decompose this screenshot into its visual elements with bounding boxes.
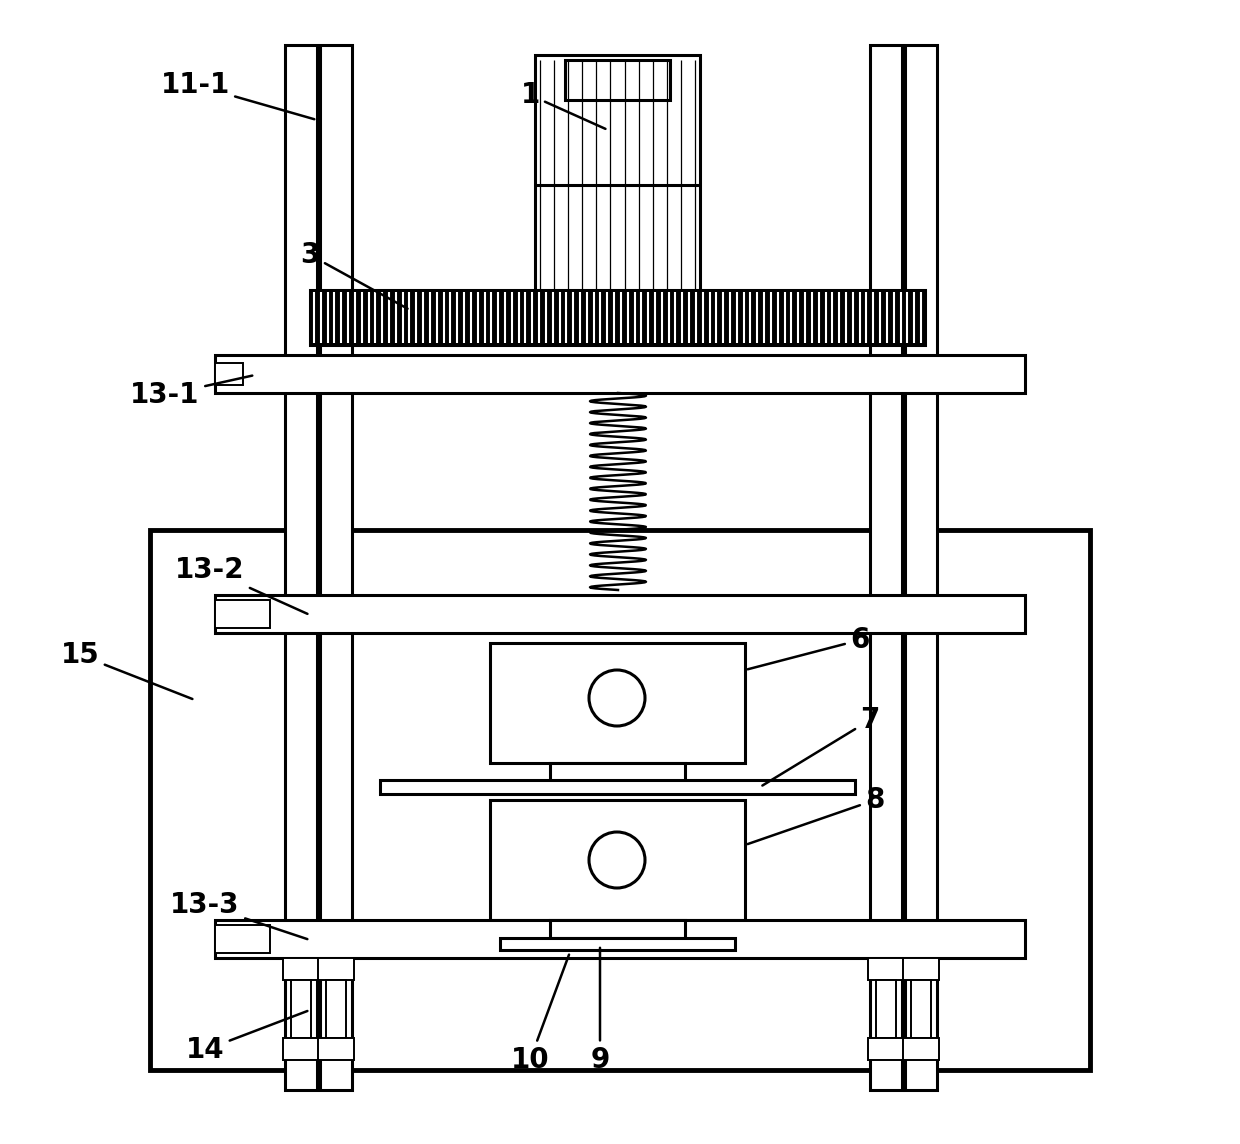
Text: 13-2: 13-2 [175, 556, 308, 614]
Bar [283, 1038, 319, 1060]
Bar [326, 980, 346, 1038]
Bar [317, 958, 353, 980]
Bar [490, 643, 745, 763]
Text: 9: 9 [590, 947, 610, 1074]
Bar [911, 980, 931, 1038]
Bar [903, 1038, 939, 1060]
Bar [870, 45, 901, 1090]
Text: 6: 6 [748, 626, 869, 669]
Circle shape [589, 832, 645, 888]
Text: 15: 15 [61, 641, 192, 699]
Bar [215, 595, 1025, 633]
Bar [215, 363, 243, 386]
Bar [320, 45, 352, 1090]
Bar [534, 55, 701, 295]
Text: 1: 1 [521, 81, 605, 129]
Circle shape [589, 670, 645, 726]
Text: 13-1: 13-1 [130, 375, 252, 410]
Bar [379, 780, 856, 794]
Bar [551, 920, 684, 938]
Bar [150, 530, 1090, 1070]
Text: 7: 7 [763, 706, 879, 786]
Bar [565, 59, 670, 100]
Text: 10: 10 [511, 954, 569, 1074]
Bar [215, 920, 1025, 958]
Text: 14: 14 [186, 1011, 308, 1064]
Bar [291, 980, 311, 1038]
Bar [310, 289, 925, 345]
Bar [490, 800, 745, 920]
Bar [551, 763, 684, 788]
Bar [215, 355, 1025, 394]
Bar [285, 45, 317, 1090]
Bar [215, 925, 270, 953]
Bar [905, 45, 937, 1090]
Bar [903, 958, 939, 980]
Bar [283, 958, 319, 980]
Bar [868, 1038, 904, 1060]
Text: 3: 3 [300, 241, 408, 309]
Bar [875, 980, 897, 1038]
Bar [868, 958, 904, 980]
Bar [215, 599, 270, 628]
Text: 8: 8 [748, 786, 884, 844]
Text: 11-1: 11-1 [160, 71, 314, 119]
Bar [500, 938, 735, 950]
Text: 13-3: 13-3 [170, 891, 308, 939]
Bar [317, 1038, 353, 1060]
